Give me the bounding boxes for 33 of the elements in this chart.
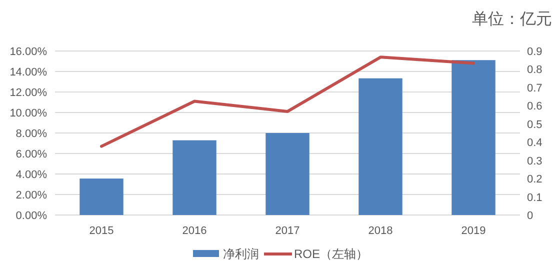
bar bbox=[358, 78, 402, 215]
x-tick-label: 2018 bbox=[368, 225, 393, 237]
legend-label: 净利润 bbox=[223, 247, 259, 261]
y2-tick-label: 0.5 bbox=[527, 118, 542, 131]
y2-tick-label: 0.6 bbox=[527, 100, 542, 113]
bar bbox=[172, 140, 216, 215]
y2-tick-label: 0 bbox=[527, 210, 534, 222]
y2-tick-label: 0.1 bbox=[527, 192, 542, 204]
chart-title: 单位：亿元 bbox=[472, 10, 552, 28]
bar bbox=[452, 60, 496, 215]
y2-tick-label: 0.2 bbox=[527, 174, 542, 186]
y2-tick-label: 0.8 bbox=[527, 64, 542, 76]
x-tick-label: 2016 bbox=[182, 225, 207, 237]
y-tick-label: 16.00% bbox=[10, 46, 48, 58]
y-tick-label: 0.00% bbox=[16, 210, 48, 222]
x-tick-label: 2019 bbox=[461, 225, 486, 237]
y-tick-label: 8.00% bbox=[16, 128, 48, 140]
y-tick-label: 10.00% bbox=[10, 108, 48, 120]
y-tick-label: 2.00% bbox=[16, 190, 48, 202]
y-tick-label: 14.00% bbox=[10, 66, 48, 78]
legend-label: ROE（左轴） bbox=[294, 247, 368, 261]
y-tick-label: 6.00% bbox=[16, 148, 48, 160]
x-tick-label: 2017 bbox=[275, 225, 300, 237]
y2-tick-label: 0.7 bbox=[527, 82, 542, 94]
bar bbox=[266, 133, 310, 215]
y2-tick-label: 0.9 bbox=[527, 46, 542, 58]
y2-tick-label: 0.3 bbox=[527, 155, 542, 168]
line-series bbox=[100, 56, 475, 148]
y-tick-label: 4.00% bbox=[16, 169, 48, 181]
x-tick-label: 2015 bbox=[89, 225, 114, 237]
bar bbox=[80, 178, 124, 215]
y2-tick-label: 0.4 bbox=[527, 137, 542, 150]
y-tick-label: 12.00% bbox=[10, 87, 48, 99]
